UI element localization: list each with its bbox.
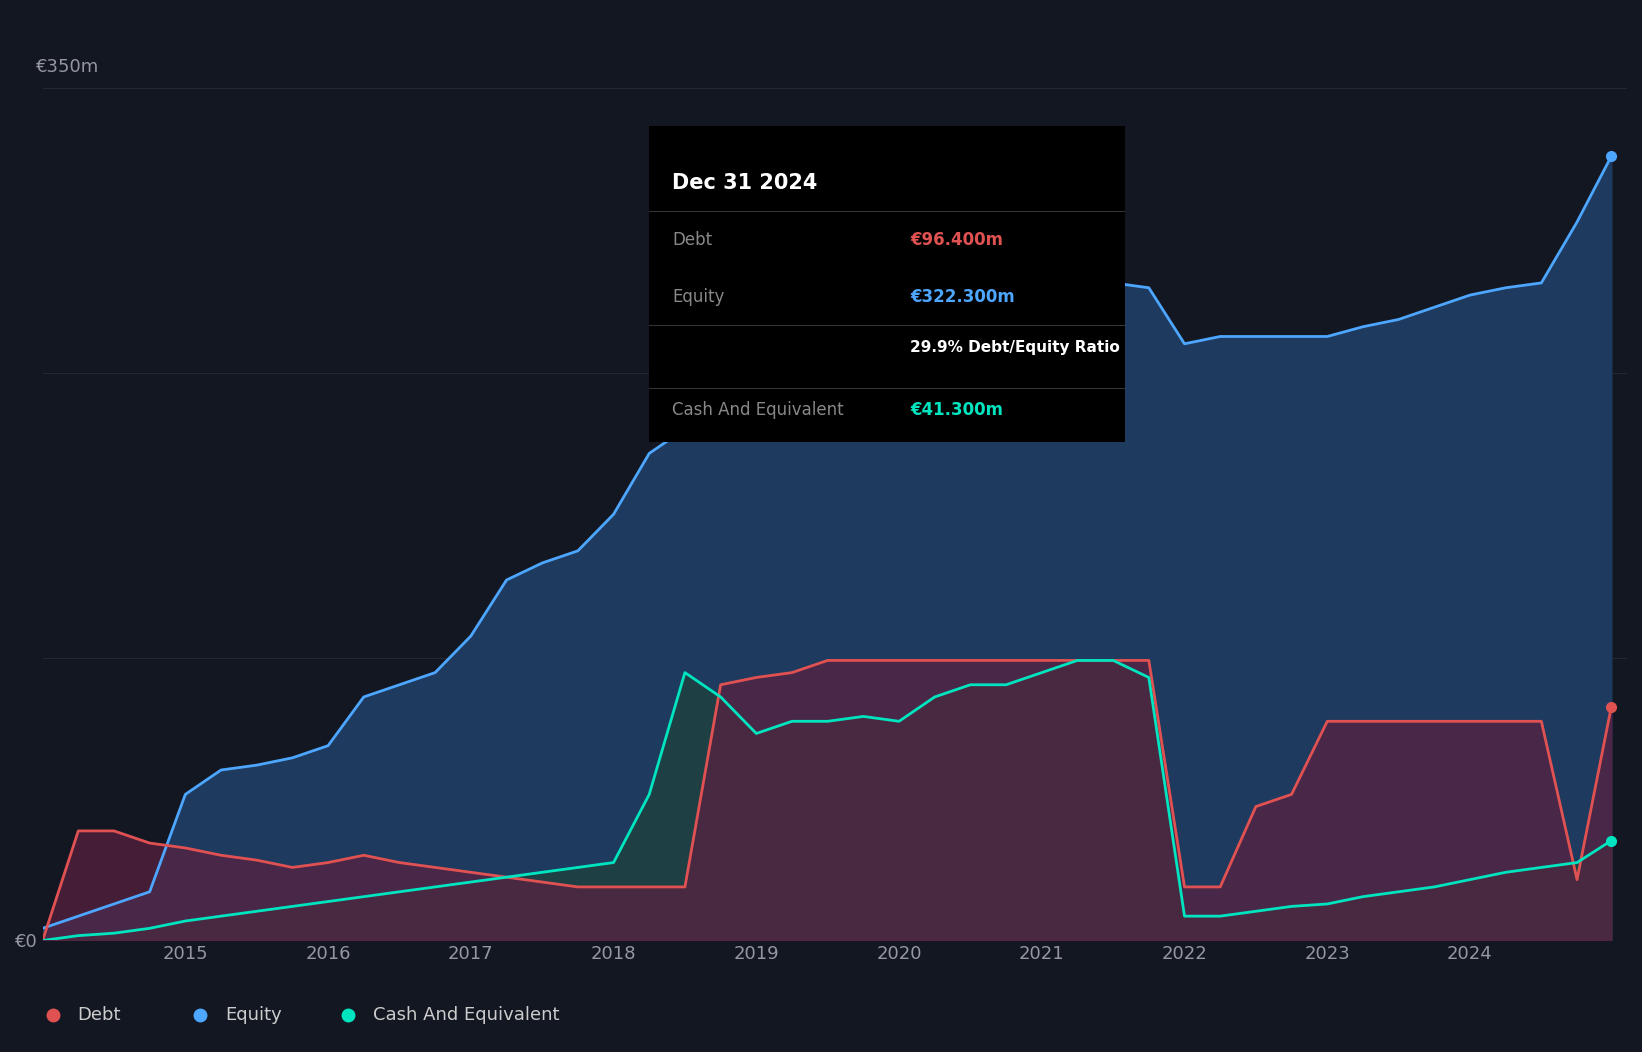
Text: Equity: Equity — [225, 1006, 282, 1025]
Text: Cash And Equivalent: Cash And Equivalent — [373, 1006, 560, 1025]
Text: Debt: Debt — [673, 230, 713, 249]
Text: €350m: €350m — [36, 58, 99, 76]
Text: Dec 31 2024: Dec 31 2024 — [673, 173, 818, 194]
Text: Equity: Equity — [673, 287, 724, 306]
Text: 29.9% Debt/Equity Ratio: 29.9% Debt/Equity Ratio — [911, 340, 1120, 355]
Text: Cash And Equivalent: Cash And Equivalent — [673, 401, 844, 420]
Text: €322.300m: €322.300m — [911, 287, 1015, 306]
Text: Debt: Debt — [77, 1006, 120, 1025]
Text: €96.400m: €96.400m — [911, 230, 1003, 249]
Text: €41.300m: €41.300m — [911, 401, 1003, 420]
